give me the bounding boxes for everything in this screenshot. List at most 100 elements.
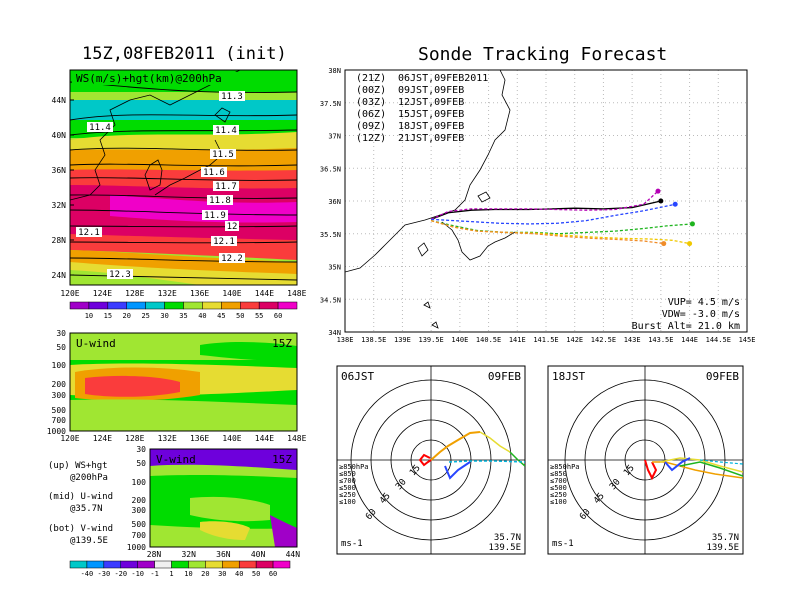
colorbar-swatch	[222, 560, 240, 569]
colorbar-tick: 10	[184, 570, 192, 578]
lat-tick-label: 40N	[251, 550, 266, 559]
note-line: (mid) U-wind	[48, 492, 113, 502]
colorbar-tick: 25	[141, 312, 149, 320]
wind-colorbar: -40 -30 -20 -10 -1 1 10 20 30 40 50 60	[69, 560, 291, 578]
legend-text: 21JST,09FEB	[398, 133, 464, 144]
lat-tick-label: 44N	[286, 550, 301, 559]
hodo-date: 09FEB	[488, 370, 521, 383]
lon-tick-label: 132E	[158, 289, 177, 298]
colorbar-swatch	[103, 560, 122, 569]
u-wind-time: 15Z	[272, 337, 292, 350]
colorbar-swatch	[272, 560, 291, 569]
contour-label-bg	[225, 221, 239, 231]
hodo-legend: ≤700	[339, 477, 356, 485]
lat-tick-label: 35.5N	[320, 231, 341, 239]
contour-label: 11.7	[215, 182, 237, 192]
pressure-tick: 500	[132, 520, 147, 529]
contour-label: 12.2	[221, 254, 243, 264]
colorbar-tick: 10	[85, 312, 93, 320]
colorbar-tick: 30	[160, 312, 168, 320]
track-annotation: VDW= -3.0 m/s	[662, 309, 740, 320]
v-wind-panel	[150, 449, 297, 547]
contour-label-bg	[219, 91, 245, 101]
contour-label-bg	[211, 236, 237, 246]
u-wind-label: U-wind	[76, 337, 116, 350]
legend-tag: (00Z)	[356, 85, 386, 96]
lon-tick-label: 138.5E	[361, 336, 386, 344]
lon-tick-label: 139.5E	[418, 336, 443, 344]
colorbar-swatch	[258, 301, 279, 310]
hodo-time: 06JST	[341, 370, 374, 383]
pressure-tick: 200	[132, 496, 147, 505]
contour-label: 12	[227, 222, 238, 232]
hodo-legend: ≤250	[550, 491, 567, 499]
tracking-panel: 138E 138.5E 139E 139.5E 140E 140.5E 141E 141.5E…	[320, 67, 756, 344]
track-line	[430, 220, 664, 245]
colorbar-tick: 15	[104, 312, 112, 320]
v-wind-time: 15Z	[272, 453, 292, 466]
track-annotation: VUP= 4.5 m/s	[668, 297, 740, 308]
colorbar-swatch	[164, 301, 184, 310]
colorbar-tick: -30	[98, 570, 111, 578]
contour-label: 12.1	[213, 237, 235, 247]
contour-label-bg	[213, 181, 239, 191]
v-wind-label: V-wind	[156, 453, 196, 466]
colorbar-tick: -1	[150, 570, 158, 578]
lat-tick-label: 34.5N	[320, 296, 341, 304]
hodo-lat: 35.7N	[712, 533, 739, 543]
hodo-legend: ≤850	[550, 470, 567, 478]
note-line: (up) WS+hgt	[48, 461, 108, 471]
burst-point	[672, 201, 678, 207]
contour-label-bg	[210, 149, 236, 159]
colorbar-tick: 30	[218, 570, 226, 578]
colorbar-tick: -40	[81, 570, 94, 578]
lon-tick-label: 142.5E	[591, 336, 616, 344]
hodo-legend: ≤500	[550, 484, 567, 492]
track-annotation: Burst Alt= 21.0 km	[632, 321, 740, 332]
lat-tick-label: 36N	[216, 550, 231, 559]
pressure-tick: 1000	[47, 427, 66, 436]
lat-tick-label: 38N	[328, 67, 341, 75]
contour-label: 11.6	[203, 168, 225, 178]
contour-label: 11.8	[209, 196, 231, 206]
legend-tag: (21Z)	[356, 73, 386, 84]
hodo-legend: ≥850hPa	[339, 463, 369, 471]
colorbar-swatch	[107, 301, 128, 310]
lat-tick-label: 32N	[52, 201, 67, 210]
colorbar-tick: 1	[169, 570, 173, 578]
contour-label-bg	[76, 227, 102, 237]
colorbar-swatch	[154, 560, 172, 569]
u-wind-panel	[70, 333, 297, 431]
note-line: @139.5E	[70, 536, 108, 546]
hodo-legend: ≥850hPa	[550, 463, 580, 471]
lon-tick-label: 144E	[255, 434, 274, 443]
contour-label-bg	[202, 210, 228, 220]
pressure-tick: 30	[56, 329, 66, 338]
contour-label-bg	[87, 122, 113, 132]
panel-notes: (up) WS+hgt @200hPa (mid) U-wind @35.7N (bot…	[48, 461, 113, 546]
colorbar-tick: -10	[131, 570, 144, 578]
legend-text: 15JST,09FEB	[398, 109, 464, 120]
contour-label: 12.1	[78, 228, 100, 238]
pressure-tick: 700	[132, 531, 147, 540]
lat-tick-label: 34N	[328, 329, 341, 337]
hodo-legend: ≤500	[339, 484, 356, 492]
lon-tick-label: 140.5E	[476, 336, 501, 344]
colorbar-swatch	[277, 301, 298, 310]
legend-text: 18JST,09FEB	[398, 121, 464, 132]
map-frame	[69, 69, 298, 286]
lon-tick-label: 124E	[93, 289, 112, 298]
hodo-legend: ≤250	[339, 491, 356, 499]
left-title: 15Z,08FEB2011 (init)	[82, 44, 287, 64]
pressure-tick: 300	[132, 506, 147, 515]
lon-tick-label: 145E	[739, 336, 756, 344]
colorbar-tick: -20	[114, 570, 127, 578]
lat-tick-label: 37N	[328, 133, 341, 141]
hodo-units: ms-1	[552, 539, 574, 549]
lat-tick-label: 40N	[52, 131, 67, 140]
legend-text: 12JST,09FEB	[398, 97, 464, 108]
pressure-tick: 100	[52, 361, 67, 370]
ws-colorbar: 10 15 20 25 30 35 40 45 50 55 60	[69, 301, 298, 320]
colorbar-swatch	[69, 301, 90, 310]
